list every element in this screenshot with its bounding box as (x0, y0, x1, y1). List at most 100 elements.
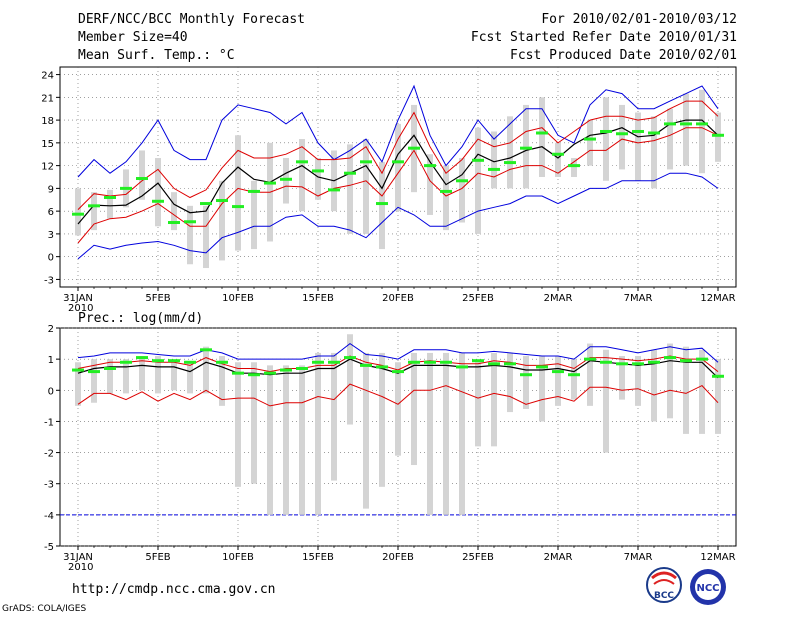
spread-bar (603, 97, 609, 181)
spread-bar (715, 112, 721, 162)
spread-bar (427, 352, 433, 515)
spread-bar (667, 343, 673, 419)
spread-bar (363, 139, 369, 234)
spread-bar (539, 356, 545, 422)
spread-bar (635, 356, 641, 406)
ncc-logo-text: NCC (696, 583, 719, 594)
spread-bar (203, 205, 209, 269)
y-tick-label: 2 (48, 324, 54, 335)
ncc-logo: NCC (690, 569, 726, 605)
spread-bar (379, 352, 385, 487)
spread-bar (235, 362, 241, 487)
spread-bar (107, 189, 113, 219)
spread-bar (91, 192, 97, 231)
spread-bar (171, 192, 177, 231)
x-tick-label: 7MAR (624, 293, 653, 304)
y-tick-label: 3 (48, 230, 54, 241)
y-tick-label: 0 (48, 253, 54, 264)
spread-bar (443, 165, 449, 231)
spread-upper-line (77, 355, 719, 373)
source-url[interactable]: http://cmdp.ncc.cma.gov.cn (72, 582, 276, 597)
spread-bar (155, 356, 161, 394)
spread-bar (299, 139, 305, 212)
spread-lower-line (77, 383, 719, 407)
spread-bar (75, 362, 81, 406)
spread-bar (155, 158, 161, 227)
x-tick-label: 7MAR (624, 552, 653, 563)
spread-bar (571, 158, 577, 177)
spread-bar (619, 104, 625, 170)
spread-bar (523, 104, 529, 189)
spread-bar (715, 359, 721, 434)
x-tick-label: 2MAR (544, 552, 573, 563)
spread-bar (491, 352, 497, 447)
y-tick-label: 1 (48, 355, 54, 366)
spread-bar (219, 180, 225, 261)
spread-bar (619, 356, 625, 400)
spread-bar (603, 349, 609, 453)
spread-bar (587, 120, 593, 166)
x-tick-label: 25FEB (462, 552, 494, 563)
y-tick-label: 18 (41, 116, 54, 127)
spread-bar (459, 158, 465, 223)
y-tick-label: -4 (44, 511, 54, 522)
spread-bar (363, 352, 369, 509)
spread-bar (395, 123, 401, 212)
x-tick-label: 20FEB (382, 552, 414, 563)
x-tick-label: 15FEB (302, 552, 334, 563)
y-tick-label: -5 (44, 542, 54, 553)
x-tick-label: 2010 (68, 303, 93, 314)
variable-label: Mean Surf. Temp.: °C (78, 48, 235, 63)
x-tick-label: 31JAN (63, 552, 93, 563)
spread-bar (123, 359, 129, 394)
x-tick-label: 31JAN (63, 293, 93, 304)
spread-bar (139, 150, 145, 200)
y-tick-label: 12 (41, 162, 54, 173)
bcc-logo: BCC (646, 567, 682, 603)
spread-bar (651, 349, 657, 422)
precip-title: Prec.: log(mm/d) (78, 311, 203, 326)
x-tick-label: 2MAR (544, 293, 573, 304)
spread-bar (347, 334, 353, 425)
spread-bar (491, 131, 497, 189)
x-tick-label: 10FEB (222, 293, 254, 304)
spread-bar (171, 362, 177, 391)
spread-bar (187, 362, 193, 394)
y-tick-label: 21 (41, 93, 54, 104)
spread-bar (91, 359, 97, 403)
y-tick-label: 6 (48, 207, 54, 218)
spread-bar (699, 349, 705, 434)
spread-bar (475, 362, 481, 447)
x-tick-label: 20FEB (382, 293, 414, 304)
spread-bar (699, 89, 705, 174)
y-tick-label: 9 (48, 184, 54, 195)
x-tick-label: 15FEB (302, 293, 334, 304)
forecast-period: For 2010/02/01-2010/03/12 (541, 12, 737, 27)
spread-bar (427, 154, 433, 215)
spread-bar (251, 362, 257, 484)
spread-bar (443, 352, 449, 515)
spread-bar (459, 352, 465, 515)
produced-date: Fcst Produced Date 2010/02/01 (510, 48, 737, 63)
spread-bar (315, 158, 321, 200)
spread-bar (283, 158, 289, 204)
spread-bar (347, 144, 353, 234)
envelope-upper-line (77, 84, 719, 178)
x-tick-label: 5FEB (145, 552, 170, 563)
x-tick-label: 2010 (68, 562, 93, 573)
spread-bar (475, 127, 481, 234)
spread-bar (651, 116, 657, 189)
spread-bar (507, 116, 513, 189)
grads-credit: GrADS: COLA/IGES (2, 604, 87, 614)
x-tick-label: 10FEB (222, 552, 254, 563)
spread-bar (315, 352, 321, 515)
member-size: Member Size=40 (78, 30, 188, 45)
spread-bar (667, 108, 673, 170)
spread-bar (683, 93, 689, 166)
x-tick-label: 5FEB (145, 293, 170, 304)
spread-bar (299, 365, 305, 515)
spread-bar (187, 205, 193, 265)
spread-bar (507, 352, 513, 413)
